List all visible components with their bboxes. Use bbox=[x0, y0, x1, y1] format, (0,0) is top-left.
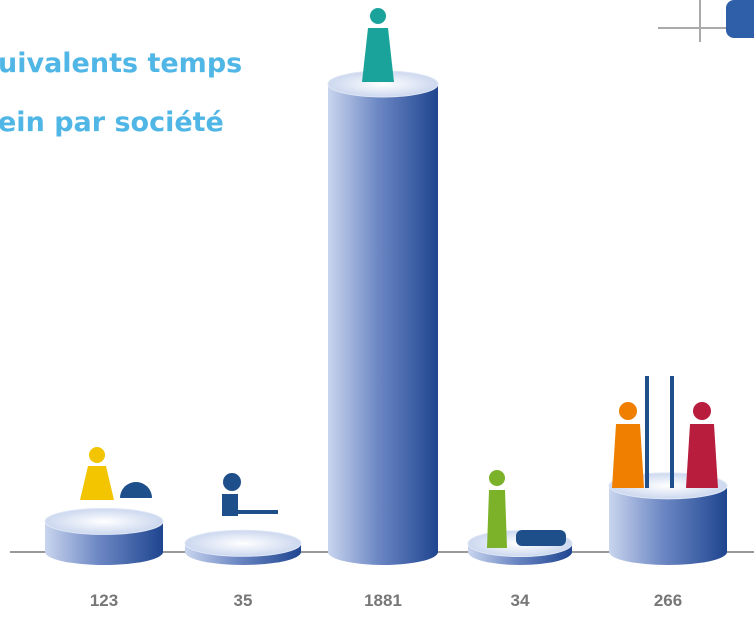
corner-decoration bbox=[658, 0, 754, 42]
chart-title: uivalents temps bbox=[0, 48, 242, 79]
bar-top bbox=[184, 529, 302, 557]
bar bbox=[327, 70, 439, 565]
value-label: 35 bbox=[234, 591, 253, 610]
value-label: 34 bbox=[511, 591, 530, 610]
value-label: 123 bbox=[90, 591, 118, 610]
bar-top bbox=[44, 507, 164, 535]
bar bbox=[184, 529, 302, 565]
chart-title: ein par société bbox=[0, 107, 224, 138]
bars bbox=[44, 70, 728, 565]
value-label: 266 bbox=[654, 591, 682, 610]
bar bbox=[44, 507, 164, 565]
value-label: 1881 bbox=[364, 591, 402, 610]
bar-body bbox=[609, 485, 727, 565]
icons bbox=[80, 8, 718, 548]
bar-body bbox=[328, 84, 438, 565]
